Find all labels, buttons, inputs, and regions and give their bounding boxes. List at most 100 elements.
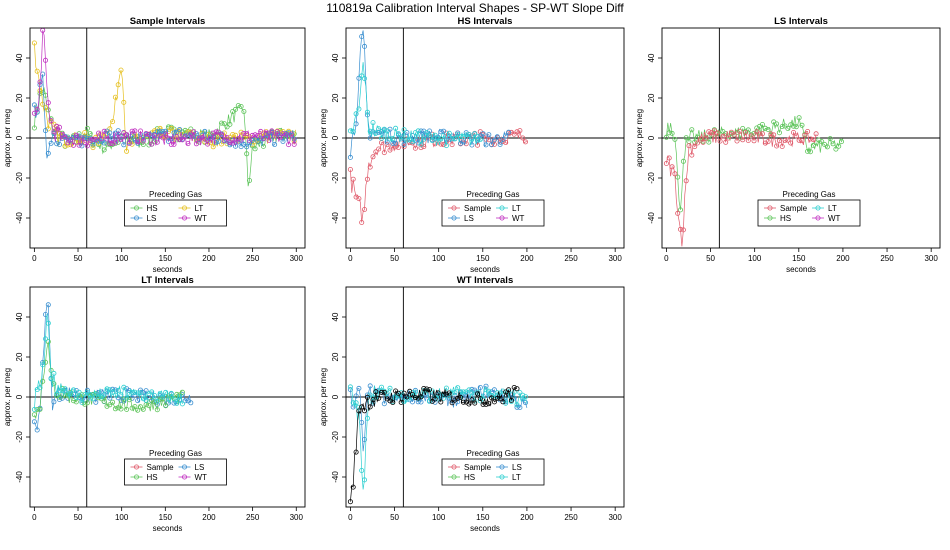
data-point: [458, 140, 464, 146]
data-point: [395, 390, 401, 396]
legend-swatch-marker: [815, 215, 821, 221]
data-point: [82, 139, 88, 145]
data-point: [140, 141, 146, 147]
data-point: [695, 140, 701, 146]
legend-swatch-marker: [133, 474, 139, 480]
data-point: [480, 401, 486, 407]
data-point: [71, 142, 77, 148]
data-point: [59, 132, 65, 138]
data-point: [785, 137, 791, 143]
data-point: [112, 139, 118, 145]
x-tick-label: 100: [115, 513, 129, 522]
data-point: [347, 499, 353, 505]
data-point: [107, 387, 113, 393]
data-point: [31, 406, 37, 412]
data-point: [785, 126, 791, 132]
legend-entry-hs: HS: [780, 214, 791, 223]
data-point: [359, 219, 365, 225]
data-point: [672, 171, 678, 177]
data-point: [154, 139, 160, 145]
data-point: [218, 120, 224, 126]
data-point: [819, 139, 825, 145]
data-point: [765, 127, 771, 133]
panel-title: LT Intervals: [141, 275, 194, 286]
data-point: [441, 142, 447, 148]
data-point: [398, 134, 404, 140]
data-point: [101, 398, 107, 404]
data-point: [121, 142, 127, 148]
data-point: [381, 389, 387, 395]
data-point: [118, 406, 124, 412]
data-point: [79, 143, 85, 149]
data-point: [404, 394, 410, 400]
data-point: [252, 135, 258, 141]
data-point: [165, 124, 171, 130]
data-point: [216, 129, 222, 135]
data-point: [48, 118, 54, 124]
data-point: [48, 140, 54, 146]
data-point: [776, 130, 782, 136]
data-point: [177, 392, 183, 398]
data-point: [361, 206, 367, 212]
legend-entry-ls: LS: [512, 463, 522, 472]
data-point: [395, 144, 401, 150]
y-tick-label: 20: [15, 93, 24, 102]
data-point: [452, 389, 458, 395]
data-point: [370, 154, 376, 160]
data-point: [359, 404, 365, 410]
x-tick-label: 50: [74, 513, 83, 522]
y-tick-label: 40: [331, 53, 340, 62]
data-point: [132, 404, 138, 410]
data-point: [107, 141, 113, 147]
data-point: [135, 139, 141, 145]
data-point: [90, 141, 96, 147]
x-tick-label: 250: [564, 254, 578, 263]
data-point: [771, 132, 777, 138]
data-point: [260, 143, 266, 149]
data-point: [143, 130, 149, 136]
data-point: [118, 397, 124, 403]
data-point: [146, 403, 152, 409]
data-point: [65, 391, 71, 397]
data-point: [486, 388, 492, 394]
legend-entry-wt: WT: [195, 214, 208, 223]
data-point: [174, 391, 180, 397]
data-point: [350, 400, 356, 406]
data-point: [367, 128, 373, 134]
data-point: [364, 109, 370, 115]
x-tick-label: 300: [608, 513, 622, 522]
data-point: [241, 141, 247, 147]
data-point: [359, 467, 365, 473]
data-point: [793, 124, 799, 130]
data-point: [353, 194, 359, 200]
main-title: 110819a Calibration Interval Shapes - SP…: [326, 1, 624, 15]
data-point: [230, 140, 236, 146]
data-point: [455, 395, 461, 401]
data-point: [146, 131, 152, 137]
data-point: [449, 142, 455, 148]
data-point: [96, 393, 102, 399]
data-point: [43, 336, 49, 342]
data-point: [353, 393, 359, 399]
data-point: [82, 134, 88, 140]
data-point: [788, 140, 794, 146]
data-point: [497, 141, 503, 147]
data-point: [258, 128, 264, 134]
data-point: [171, 141, 177, 147]
data-point: [483, 387, 489, 393]
x-tick-label: 50: [390, 254, 399, 263]
data-point: [104, 141, 110, 147]
data-point: [486, 132, 492, 138]
y-tick-label: -40: [15, 212, 24, 224]
data-point: [193, 141, 199, 147]
legend-entry-hs: HS: [147, 204, 158, 213]
data-point: [762, 140, 768, 146]
data-point: [469, 386, 475, 392]
data-point: [174, 400, 180, 406]
data-point: [87, 131, 93, 137]
y-tick-label: -40: [15, 471, 24, 483]
data-point: [238, 129, 244, 135]
data-point: [523, 139, 529, 145]
data-point: [356, 408, 362, 414]
data-point: [246, 177, 252, 183]
